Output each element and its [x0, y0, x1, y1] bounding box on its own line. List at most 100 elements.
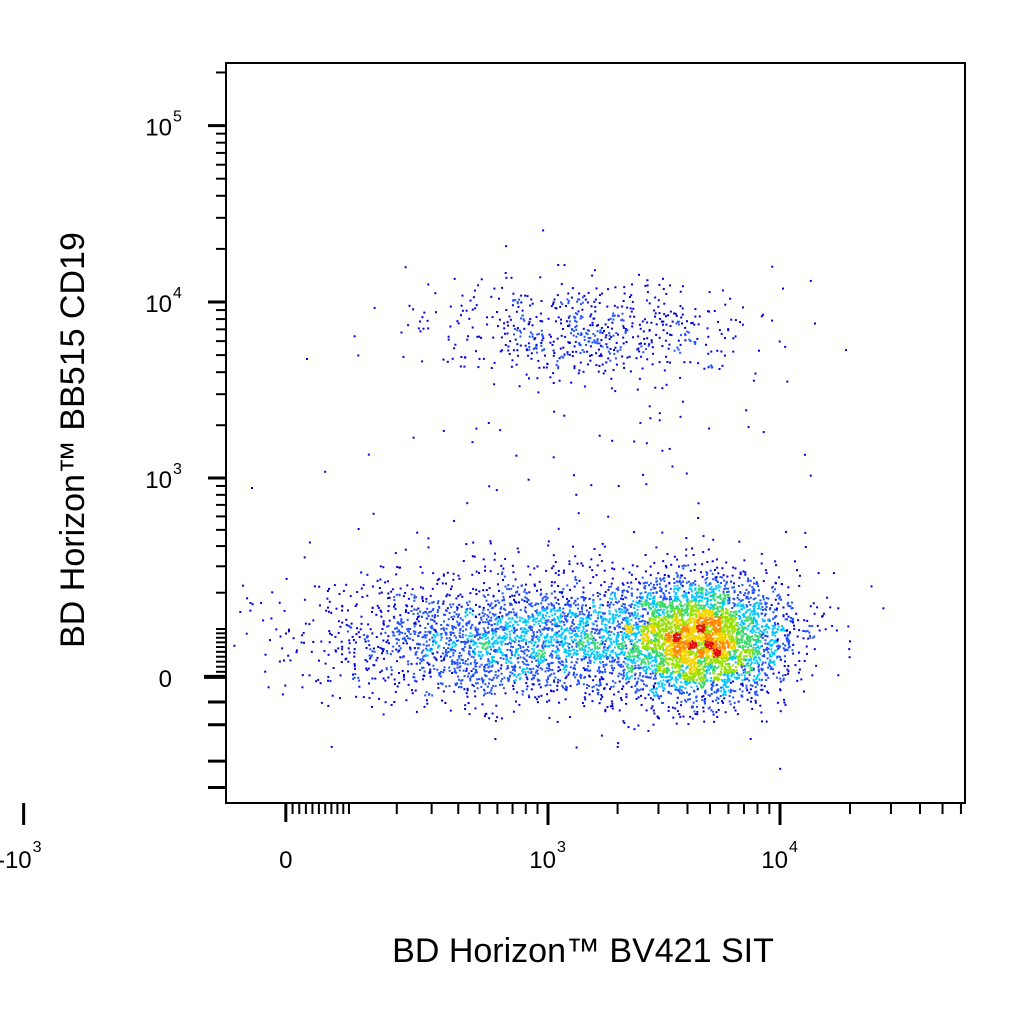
- event-dot: [363, 634, 365, 636]
- event-dot: [637, 724, 640, 727]
- event-dot: [563, 638, 566, 641]
- event-dot: [469, 632, 472, 635]
- event-dot: [800, 678, 803, 681]
- event-dot: [557, 598, 560, 601]
- event-dot: [574, 604, 577, 607]
- event-dot: [301, 634, 304, 637]
- event-dot: [483, 670, 486, 673]
- event-dot: [681, 322, 683, 325]
- event-dot: [598, 611, 600, 614]
- event-dot: [580, 642, 583, 645]
- event-dot: [499, 640, 502, 643]
- event-dot: [559, 305, 562, 308]
- event-dot: [490, 638, 493, 641]
- event-dot: [548, 641, 550, 644]
- event-dot: [421, 316, 424, 319]
- event-dot: [614, 594, 616, 597]
- event-dot: [430, 624, 433, 627]
- event-dot: [776, 656, 778, 659]
- event-dot: [404, 639, 407, 642]
- event-dot: [690, 588, 693, 591]
- event-dot: [494, 720, 497, 723]
- event-dot: [398, 645, 401, 647]
- event-dot: [283, 609, 286, 612]
- event-dot: [587, 653, 590, 656]
- event-dot: [664, 652, 667, 655]
- event-dot: [492, 629, 495, 632]
- event-dot: [402, 675, 405, 678]
- event-dot: [323, 650, 326, 653]
- event-dot: [687, 613, 690, 616]
- event-dot: [740, 683, 743, 686]
- event-dot: [392, 615, 395, 618]
- event-dot: [396, 685, 399, 688]
- event-dot: [528, 667, 531, 670]
- event-dot: [494, 552, 496, 555]
- event-dot: [603, 330, 605, 332]
- event-dot: [407, 611, 410, 614]
- event-dot: [721, 633, 724, 636]
- event-dot: [592, 685, 595, 688]
- event-dot: [639, 327, 642, 330]
- event-dot: [490, 616, 493, 619]
- event-dot: [335, 650, 338, 653]
- event-dot: [456, 663, 459, 666]
- event-dot: [547, 544, 550, 547]
- event-dot: [653, 583, 655, 586]
- event-dot: [746, 595, 749, 598]
- event-dot: [551, 608, 554, 611]
- event-dot: [559, 662, 562, 665]
- event-dot: [513, 681, 516, 684]
- event-dot: [515, 675, 518, 678]
- event-dot: [503, 676, 506, 679]
- event-dot: [478, 357, 481, 360]
- event-dot: [623, 628, 626, 631]
- event-dot: [605, 618, 608, 621]
- event-dot: [554, 625, 557, 628]
- event-dot: [601, 677, 604, 680]
- event-dot: [399, 631, 402, 634]
- event-dot: [603, 581, 606, 583]
- event-dot: [748, 659, 751, 662]
- event-dot: [635, 690, 638, 693]
- event-dot: [657, 696, 660, 699]
- event-dot: [516, 586, 519, 589]
- event-dot: [484, 595, 486, 598]
- event-dot: [576, 562, 579, 565]
- event-dot: [631, 661, 634, 664]
- event-dot: [478, 621, 481, 624]
- event-dot: [760, 667, 763, 670]
- event-dot: [329, 632, 331, 635]
- event-dot: [592, 317, 595, 320]
- event-dot: [563, 636, 566, 639]
- event-dot: [320, 701, 323, 704]
- event-dot: [607, 350, 610, 353]
- event-dot: [394, 603, 396, 606]
- event-dot: [700, 653, 703, 656]
- event-dot: [529, 668, 532, 671]
- event-dot: [415, 608, 418, 611]
- event-dot: [447, 618, 450, 621]
- event-dot: [530, 647, 533, 650]
- event-dot: [484, 647, 487, 650]
- event-dot: [304, 622, 307, 625]
- event-dot: [550, 592, 553, 595]
- event-dot: [632, 307, 635, 310]
- event-dot: [621, 608, 623, 611]
- event-dot: [427, 327, 430, 330]
- event-dot: [695, 655, 698, 658]
- event-dot: [702, 673, 705, 676]
- event-dot: [522, 318, 525, 321]
- event-dot: [541, 628, 544, 631]
- event-dot: [460, 658, 463, 661]
- event-dot: [478, 633, 481, 636]
- event-dot: [572, 623, 575, 626]
- event-dot: [504, 632, 507, 635]
- event-dot: [445, 609, 448, 612]
- event-dot: [729, 681, 732, 684]
- event-dot: [680, 647, 683, 650]
- event-dot: [300, 641, 303, 644]
- event-dot: [560, 355, 563, 358]
- event-dot: [771, 265, 774, 268]
- event-dot: [652, 630, 655, 632]
